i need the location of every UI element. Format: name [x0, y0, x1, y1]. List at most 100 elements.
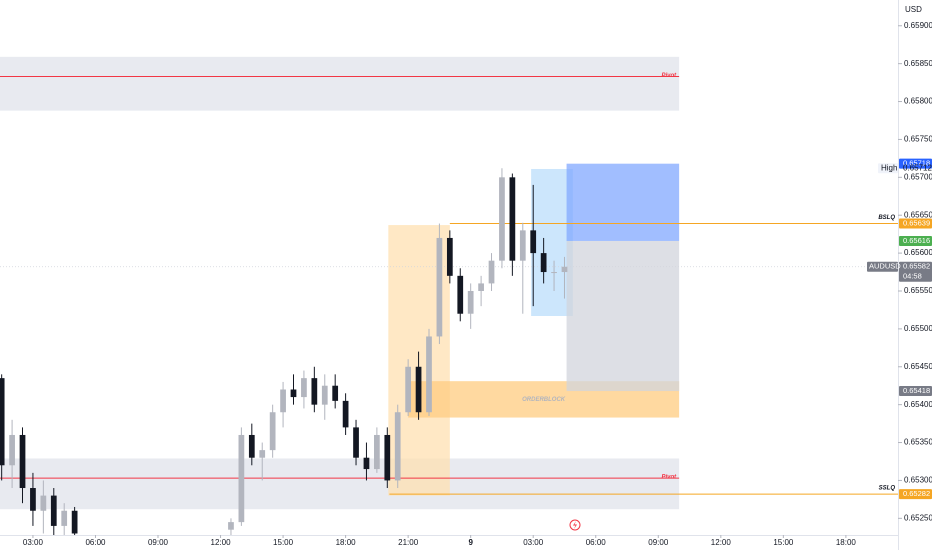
candle-body — [71, 510, 78, 534]
price-tag-value: 0.65418 — [903, 386, 930, 395]
zone — [0, 56, 680, 111]
price-tag-value: 0.65616 — [903, 236, 930, 245]
candle-body — [238, 434, 245, 523]
y-tick-label: 0.65850 — [904, 59, 932, 68]
price-tag — [899, 261, 932, 282]
candle-body — [259, 450, 266, 458]
plot-area: ORDERBLOCK — [0, 56, 898, 535]
x-tick-label: 09:00 — [648, 538, 669, 547]
candle-body — [394, 412, 401, 481]
candle-body — [332, 385, 339, 401]
y-tick-label: 0.65800 — [904, 97, 932, 106]
candle-body — [363, 457, 370, 470]
y-tick-label: 0.65700 — [904, 172, 932, 181]
y-tick-label: 0.65900 — [904, 21, 932, 30]
y-tick-label: 0.65350 — [904, 438, 932, 447]
candle-body — [342, 400, 349, 428]
x-tick-label: 18:00 — [336, 538, 357, 547]
candle-body — [499, 177, 505, 261]
price-tag-value: 0.65639 — [903, 219, 930, 228]
candle-body — [269, 412, 276, 451]
candle-body — [561, 266, 568, 273]
candle-body — [384, 434, 391, 481]
x-tick-label: 06:00 — [586, 538, 607, 547]
x-tick-label: 12:00 — [711, 538, 732, 547]
zone-label: ORDERBLOCK — [522, 397, 566, 403]
countdown: 04:58 — [903, 272, 922, 281]
x-tick-label: 15:00 — [273, 538, 294, 547]
name-tag — [878, 163, 898, 174]
price-tag-value: 0.65282 — [903, 489, 930, 498]
candle-body — [30, 488, 36, 511]
event-icon-bolt — [573, 521, 577, 529]
price-tag — [899, 386, 932, 397]
candle-body — [374, 434, 380, 470]
candle-body — [61, 510, 68, 526]
y-tick-label: 0.65600 — [904, 248, 932, 257]
zone — [566, 240, 680, 392]
candle-body — [311, 378, 318, 405]
price-tag — [899, 158, 932, 169]
candle-body — [478, 283, 484, 291]
x-tick-label: 09:00 — [148, 538, 169, 547]
price-tag-value: 0.65712 — [903, 163, 932, 172]
candle-body — [353, 427, 359, 458]
candle-body — [415, 366, 422, 413]
candle-body — [321, 385, 328, 405]
y-tick-label: 0.65750 — [904, 135, 932, 144]
candle-body — [280, 389, 286, 413]
symbol-tag-label: AUDUSD — [869, 262, 901, 271]
y-tick-label: 0.65400 — [904, 400, 932, 409]
zone — [566, 163, 680, 241]
candle-body — [19, 434, 26, 489]
candle-body — [457, 275, 464, 314]
name-tag-label: High — [881, 163, 897, 172]
candle-body — [446, 237, 453, 276]
candle-body — [436, 237, 443, 337]
candle-body — [50, 495, 57, 526]
y-tick-label: 0.65550 — [904, 286, 932, 295]
x-tick-label: 12:00 — [211, 538, 232, 547]
candle-body — [426, 336, 432, 413]
candle-body — [519, 230, 526, 261]
candle-body — [9, 434, 15, 466]
currency-label: USD — [905, 5, 922, 14]
candle-body — [248, 434, 255, 458]
candle-body — [488, 260, 495, 284]
x-tick-label: 03:00 — [523, 538, 544, 547]
price-tag-value: 0.65582 — [903, 262, 930, 271]
x-tick-label: 21:00 — [398, 538, 419, 547]
level-label: Pivot — [661, 73, 677, 79]
price-tag-value: 0.65718 — [903, 159, 930, 168]
candle-body — [301, 378, 307, 398]
symbol-tag — [867, 261, 898, 272]
x-tick-label: 15:00 — [773, 538, 794, 547]
price-tag — [899, 489, 932, 500]
y-tick-label: 0.65250 — [904, 513, 932, 522]
zone — [0, 458, 680, 510]
x-tick-label: 06:00 — [85, 538, 106, 547]
candle-body — [551, 272, 557, 274]
level-label: BSLQ — [878, 215, 895, 221]
event-icon — [569, 519, 581, 531]
y-tick-label: 0.65650 — [904, 210, 932, 219]
candle-body — [467, 290, 474, 314]
level-label: Pivot — [661, 475, 677, 481]
candle-body — [405, 366, 412, 413]
axes: 0.65250 0.65300 0.65350 0.65400 0.65450 0.655… — [23, 21, 932, 547]
candle-body — [0, 378, 5, 466]
price-tag — [899, 218, 932, 229]
y-tick-label: 0.65500 — [904, 324, 932, 333]
candle-body — [228, 522, 234, 530]
zone — [531, 168, 573, 316]
x-tick-label: 18:00 — [836, 538, 857, 547]
candle-body — [540, 253, 547, 273]
candle-body — [509, 177, 516, 261]
y-tick-label: 0.65450 — [904, 362, 932, 371]
level-label: SSLQ — [879, 486, 896, 492]
candle-body — [290, 389, 297, 398]
candle-body — [40, 495, 47, 511]
x-tick-label: 9 — [468, 538, 473, 547]
candle-body — [530, 230, 537, 254]
